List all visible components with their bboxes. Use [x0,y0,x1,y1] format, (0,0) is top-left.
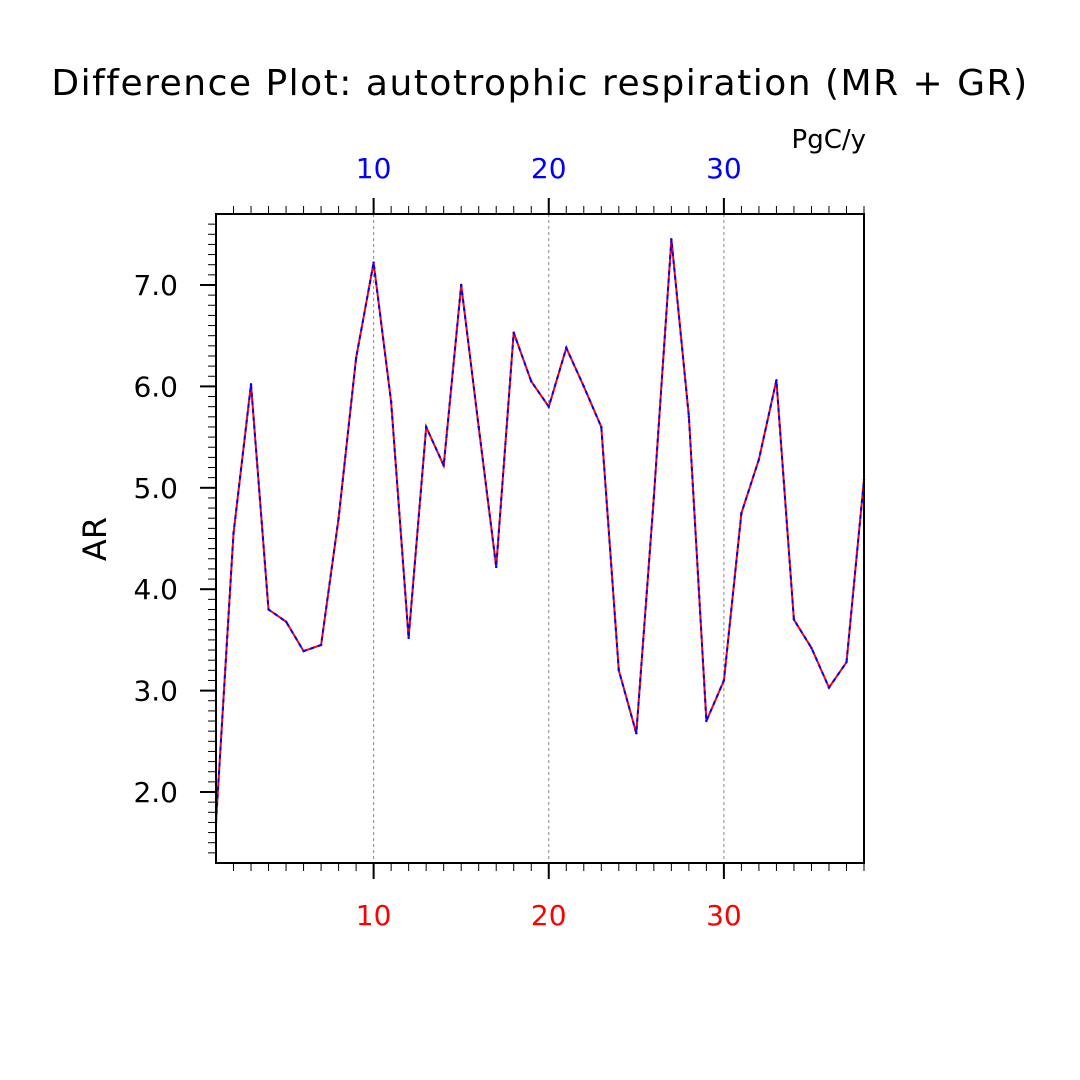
data-point [652,496,656,500]
data-point [459,283,463,287]
data-point [740,511,743,515]
data-point [775,379,778,382]
data-point [512,331,515,334]
data-point [827,686,831,689]
data-point [249,383,253,386]
data-point [389,400,393,403]
data-point [302,649,305,653]
ticks-layer [200,198,865,879]
grid-layer [373,214,725,863]
units-label: PgC/y [792,125,866,155]
x-tick-label-bottom: 30 [706,899,742,932]
data-point [617,669,621,672]
data-point [687,415,691,419]
series-layer [214,238,866,824]
data-point [757,458,761,461]
data-point [442,464,445,467]
x-tick-label-top: 30 [706,152,742,185]
data-point [354,356,358,360]
y-tick-label: 3.0 [133,675,178,708]
x-tick-label-bottom: 10 [356,899,392,932]
y-tick-label: 2.0 [133,776,178,809]
data-point [232,532,235,535]
y-tick-label: 4.0 [133,573,178,606]
data-point [565,346,568,350]
data-point [267,608,270,611]
x-tick-label-top: 20 [531,152,567,185]
labels-layer: 2.0 3.0 4.0 5.0 6.0 7.0 10 20 30 10 20 30 [133,152,741,932]
data-point [407,636,410,640]
data-point [372,261,375,264]
data-point [337,517,340,520]
series-line-1 [215,239,865,823]
x-tick-label-top: 10 [356,152,392,185]
data-point [705,719,708,723]
chart-title: Difference Plot: autotrophic respiration… [51,63,1028,104]
y-axis-label: AR [76,517,114,561]
y-tick-label: 5.0 [133,472,178,505]
data-point [424,425,428,429]
data-point [845,661,848,664]
data-point [582,385,585,388]
data-point [600,425,603,429]
data-point [722,679,726,682]
data-point [530,380,533,383]
data-point [810,646,813,650]
data-point [547,405,550,408]
plot-frame [215,213,865,864]
series-line-2 [215,239,865,823]
data-point [670,238,673,241]
data-point [635,732,638,735]
data-point [319,643,323,647]
x-tick-label-bottom: 20 [531,899,567,932]
y-tick-label: 6.0 [133,370,178,403]
data-point [495,565,498,569]
data-point [792,618,796,621]
y-tick-label: 7.0 [133,269,178,302]
data-point [284,620,288,623]
axes-layer [215,213,865,864]
data-point [477,425,480,429]
